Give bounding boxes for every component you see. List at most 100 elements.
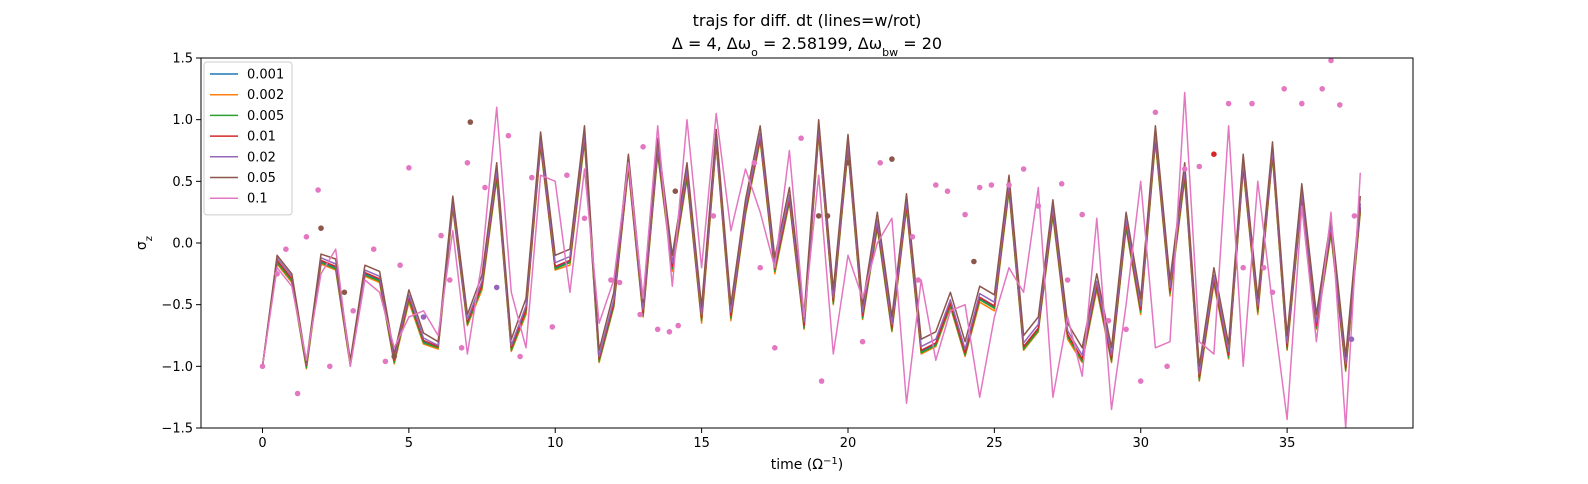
chart-subtitle-bw: bw xyxy=(882,46,898,59)
scatter-point-48 xyxy=(889,156,895,162)
legend-label-0-05: 0.05 xyxy=(247,171,276,186)
scatter-point-63 xyxy=(1105,317,1112,324)
y-tick-label-1: −1.0 xyxy=(161,360,193,375)
scatter-point-53 xyxy=(962,211,968,218)
scatter-point-81 xyxy=(1351,213,1358,219)
scatter-point-12 xyxy=(397,262,403,269)
scatter-point-64 xyxy=(1123,326,1129,333)
scatter-point-47 xyxy=(877,160,883,166)
scatter-point-76 xyxy=(1281,86,1287,92)
scatter-point-50 xyxy=(915,277,921,283)
x-axis-label-main: time (Ω xyxy=(771,457,824,473)
y-axis-label-sub: z xyxy=(144,236,155,241)
scatter-point-34 xyxy=(666,329,673,335)
scatter-point-71 xyxy=(1225,100,1232,107)
scatter-point-82 xyxy=(1348,336,1355,343)
scatter-point-43 xyxy=(824,213,831,219)
scatter-point-17 xyxy=(447,277,453,283)
y-tick-label-5: 1.0 xyxy=(172,113,193,128)
scatter-point-67 xyxy=(1164,363,1170,370)
x-tick-label-10: 10 xyxy=(547,436,564,451)
y-axis-ticks: −1.5 −1.0 −0.5 0.0 0.5 1.0 1.5 xyxy=(161,52,201,437)
scatter-point-49 xyxy=(909,234,916,240)
y-tick-label-3: 0.0 xyxy=(172,237,193,252)
scatter-point-4 xyxy=(303,234,310,240)
x-axis-label: time (Ω−1) xyxy=(771,456,843,474)
scatter-point-41 xyxy=(798,135,804,141)
scatter-point-19 xyxy=(464,160,471,166)
scatter-point-6 xyxy=(318,225,324,231)
scatter-point-55 xyxy=(976,184,983,191)
legend-label-0-002: 0.002 xyxy=(247,88,284,103)
scatter-point-37 xyxy=(710,213,717,219)
scatter-point-24 xyxy=(517,353,523,360)
scatter-point-57 xyxy=(1006,182,1012,188)
x-tick-label-30: 30 xyxy=(1132,436,1149,451)
chart-title: trajs for diff. dt (lines=w/rot) xyxy=(693,11,922,30)
x-axis-label-exp: −1 xyxy=(823,456,838,467)
x-tick-label-5: 5 xyxy=(405,436,413,451)
x-tick-label-20: 20 xyxy=(840,436,857,451)
scatter-point-8 xyxy=(341,289,348,296)
scatter-point-20 xyxy=(467,119,474,125)
scatter-point-29 xyxy=(608,277,614,283)
scatter-point-59 xyxy=(1035,203,1042,209)
scatter-point-25 xyxy=(529,174,535,181)
scatter-point-73 xyxy=(1249,100,1255,107)
scatter-point-74 xyxy=(1260,264,1267,271)
x-tick-label-15: 15 xyxy=(693,436,710,451)
scatter-point-10 xyxy=(370,246,377,252)
scatter-point-15 xyxy=(420,314,427,320)
chart-subtitle-omega-o: o xyxy=(751,46,758,59)
scatter-point-60 xyxy=(1058,181,1065,187)
scatter-point-45 xyxy=(845,160,851,166)
x-tick-label-35: 35 xyxy=(1279,436,1296,451)
scatter-point-14 xyxy=(406,165,412,171)
scatter-point-35 xyxy=(675,322,681,329)
scatter-point-36 xyxy=(672,188,679,194)
scatter-point-30 xyxy=(616,279,623,286)
scatter-point-13 xyxy=(391,353,398,360)
scatter-point-32 xyxy=(640,144,646,150)
scatter-point-3 xyxy=(294,390,301,397)
y-tick-label-0: −1.5 xyxy=(161,422,193,437)
scatter-point-27 xyxy=(564,172,570,178)
scatter-point-5 xyxy=(315,187,321,193)
scatter-point-68 xyxy=(1181,166,1188,172)
scatter-point-33 xyxy=(654,326,661,333)
scatter-point-11 xyxy=(382,358,389,365)
scatter-point-61 xyxy=(1064,277,1071,283)
plot-content xyxy=(259,58,1362,428)
scatter-point-18 xyxy=(458,345,465,351)
scatter-point-44 xyxy=(818,378,825,384)
scatter-point-40 xyxy=(772,345,778,351)
legend-label-0-1: 0.1 xyxy=(247,192,268,207)
scatter-point-26 xyxy=(549,324,556,330)
scatter-point-79 xyxy=(1328,58,1334,64)
y-tick-label-2: −0.5 xyxy=(161,298,193,313)
legend-box xyxy=(203,61,293,216)
scatter-point-58 xyxy=(1020,166,1027,172)
scatter-point-46 xyxy=(859,338,866,345)
scatter-point-7 xyxy=(327,363,333,370)
scatter-point-75 xyxy=(1269,289,1276,296)
scatter-point-16 xyxy=(438,232,444,239)
legend-label-0-01: 0.01 xyxy=(247,130,276,145)
chart-subtitle-eq: = 2.58199, Δω xyxy=(758,34,882,53)
scatter-point-38 xyxy=(751,160,758,166)
scatter-point-39 xyxy=(757,264,763,271)
y-axis-label-main: σ xyxy=(134,241,150,250)
chart-subtitle-end: = 20 xyxy=(898,34,942,53)
scatter-point-31 xyxy=(637,311,643,318)
legend-label-0-02: 0.02 xyxy=(247,150,276,165)
scatter-point-62 xyxy=(1079,211,1085,218)
series-line-0-1 xyxy=(261,91,1362,428)
scatter-point-0 xyxy=(259,363,266,370)
y-tick-label-4: 0.5 xyxy=(172,175,193,190)
scatter-point-54 xyxy=(971,258,977,265)
scatter-point-23 xyxy=(505,132,512,139)
scatter-point-78 xyxy=(1319,86,1325,92)
scatter-point-56 xyxy=(988,182,995,188)
